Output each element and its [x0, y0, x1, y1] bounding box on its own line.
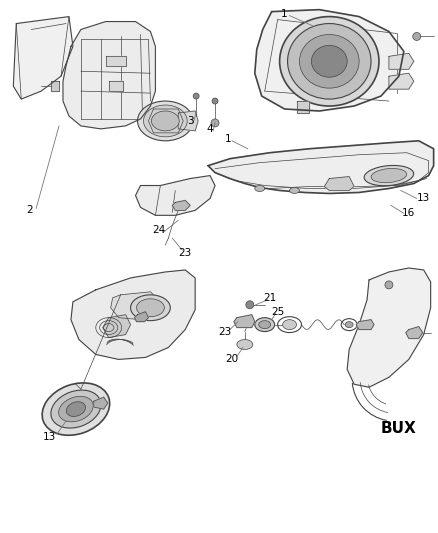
- Ellipse shape: [237, 340, 253, 350]
- Ellipse shape: [311, 45, 347, 77]
- Polygon shape: [148, 109, 183, 133]
- Ellipse shape: [371, 168, 407, 183]
- Polygon shape: [63, 21, 155, 129]
- Polygon shape: [347, 268, 431, 387]
- Polygon shape: [103, 314, 131, 337]
- Ellipse shape: [137, 299, 164, 317]
- Polygon shape: [13, 17, 73, 99]
- Polygon shape: [208, 141, 434, 193]
- Polygon shape: [297, 101, 309, 113]
- Text: 24: 24: [152, 225, 165, 235]
- Polygon shape: [109, 81, 123, 91]
- Text: 13: 13: [42, 432, 56, 442]
- Ellipse shape: [138, 101, 193, 141]
- Ellipse shape: [212, 98, 218, 104]
- Polygon shape: [51, 81, 59, 91]
- Ellipse shape: [255, 185, 265, 191]
- Ellipse shape: [413, 33, 421, 41]
- Ellipse shape: [42, 383, 110, 435]
- Polygon shape: [106, 56, 126, 66]
- Text: 13: 13: [417, 193, 430, 204]
- Text: 1: 1: [281, 9, 288, 19]
- Ellipse shape: [283, 320, 297, 329]
- Polygon shape: [356, 320, 374, 329]
- Text: 25: 25: [271, 306, 284, 317]
- Ellipse shape: [288, 23, 371, 99]
- Text: BUX: BUX: [381, 422, 417, 437]
- Ellipse shape: [152, 111, 179, 131]
- Polygon shape: [111, 292, 159, 320]
- Ellipse shape: [279, 17, 379, 106]
- Text: 23: 23: [179, 248, 192, 258]
- Polygon shape: [178, 111, 198, 131]
- Polygon shape: [135, 175, 215, 215]
- Text: 21: 21: [263, 293, 276, 303]
- Polygon shape: [172, 200, 190, 211]
- Text: 4: 4: [207, 124, 213, 134]
- Polygon shape: [324, 176, 354, 190]
- Ellipse shape: [300, 35, 359, 88]
- Ellipse shape: [66, 402, 85, 416]
- Text: 20: 20: [226, 354, 238, 365]
- Ellipse shape: [364, 165, 413, 185]
- Ellipse shape: [385, 281, 393, 289]
- Ellipse shape: [51, 390, 101, 428]
- Polygon shape: [255, 10, 404, 111]
- Ellipse shape: [59, 397, 93, 422]
- Ellipse shape: [259, 321, 271, 329]
- Ellipse shape: [144, 105, 187, 137]
- Polygon shape: [389, 53, 414, 69]
- Polygon shape: [234, 314, 255, 328]
- Text: 23: 23: [218, 327, 232, 336]
- Polygon shape: [71, 270, 195, 359]
- Ellipse shape: [211, 119, 219, 127]
- Text: 1: 1: [225, 134, 231, 144]
- Text: 16: 16: [402, 208, 415, 219]
- Ellipse shape: [345, 321, 353, 328]
- Text: 2: 2: [26, 205, 32, 215]
- Polygon shape: [94, 397, 108, 409]
- Ellipse shape: [246, 301, 254, 309]
- Ellipse shape: [193, 93, 199, 99]
- Polygon shape: [389, 73, 414, 89]
- Ellipse shape: [131, 295, 170, 321]
- Ellipse shape: [290, 188, 300, 193]
- Ellipse shape: [255, 318, 275, 332]
- Text: 3: 3: [187, 116, 194, 126]
- Polygon shape: [406, 327, 423, 338]
- Polygon shape: [134, 312, 148, 321]
